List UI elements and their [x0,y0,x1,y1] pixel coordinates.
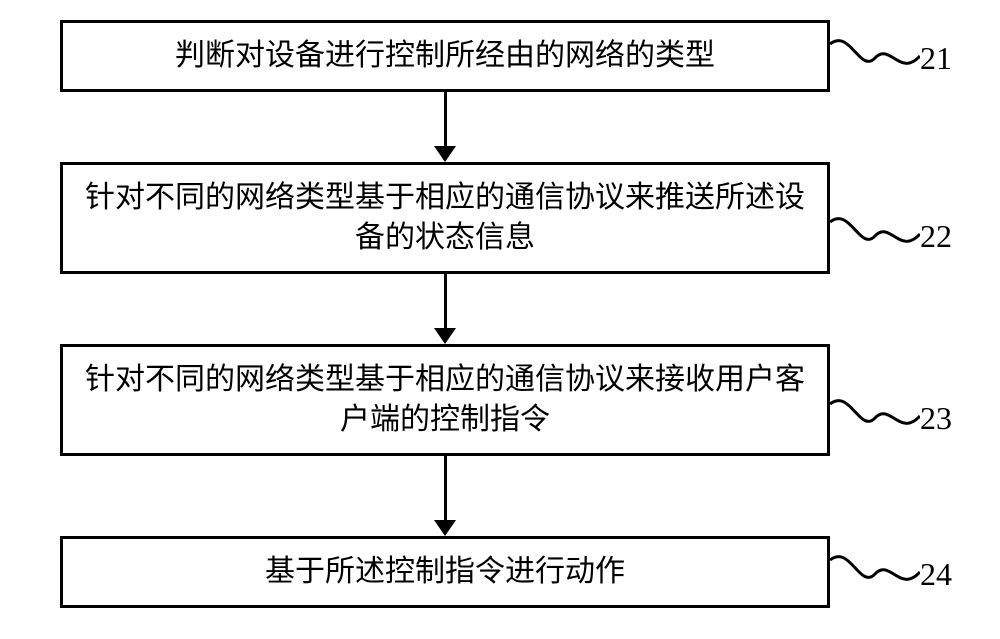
flow-node-2: 针对不同的网络类型基于相应的通信协议来推送所述设备的状态信息 [60,162,830,274]
edge-1-head [434,146,456,162]
step-label-3: 23 [920,400,952,437]
squiggle-4 [830,550,920,594]
flow-node-4: 基于所述控制指令进行动作 [60,536,830,608]
flow-node-1-text: 判断对设备进行控制所经由的网络的类型 [73,36,817,77]
flow-node-4-text: 基于所述控制指令进行动作 [73,552,817,593]
flowchart-canvas: 判断对设备进行控制所经由的网络的类型 针对不同的网络类型基于相应的通信协议来推送… [0,0,1000,639]
edge-2-line [444,274,447,330]
edge-3-line [444,456,447,522]
flow-node-3: 针对不同的网络类型基于相应的通信协议来接收用户客户端的控制指令 [60,344,830,456]
edge-2-head [434,328,456,344]
step-label-1: 21 [920,40,952,77]
step-label-2: 22 [920,218,952,255]
edge-3-head [434,520,456,536]
squiggle-3 [830,394,920,438]
squiggle-1 [830,34,920,78]
squiggle-2 [830,212,920,256]
edge-1-line [444,92,447,148]
step-label-4: 24 [920,556,952,593]
flow-node-1: 判断对设备进行控制所经由的网络的类型 [60,20,830,92]
flow-node-2-text: 针对不同的网络类型基于相应的通信协议来推送所述设备的状态信息 [73,178,817,259]
flow-node-3-text: 针对不同的网络类型基于相应的通信协议来接收用户客户端的控制指令 [73,360,817,441]
